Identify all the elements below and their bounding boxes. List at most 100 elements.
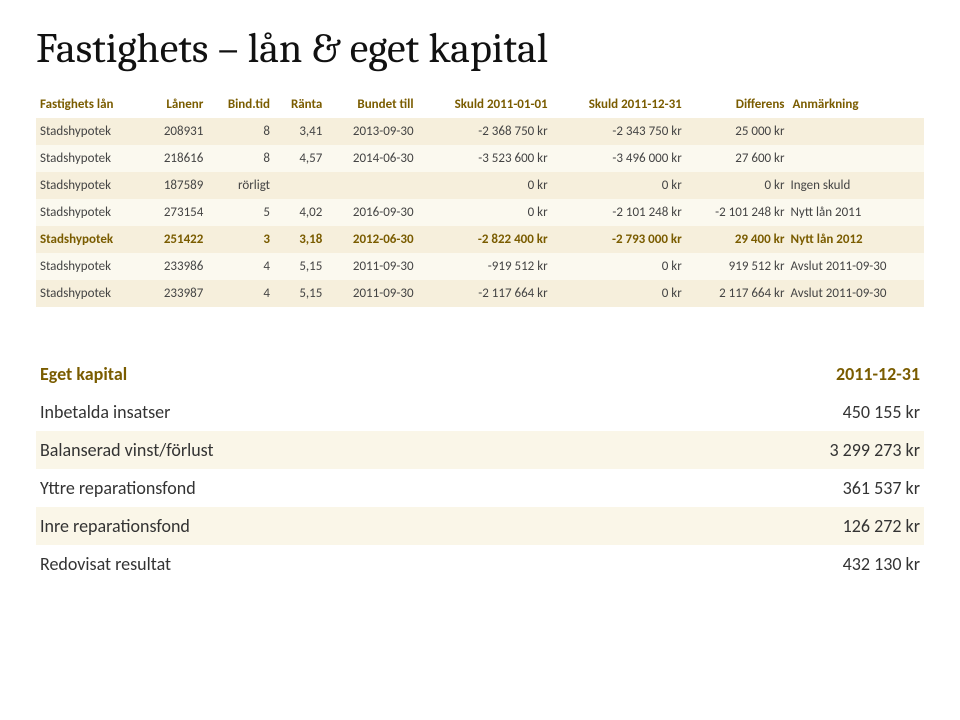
cell-diff: -2 101 248 kr: [686, 199, 789, 226]
cell-until: 2013-09-30: [326, 118, 417, 145]
col-skuld-end: Skuld 2011-12-31: [552, 91, 686, 118]
col-diff: Differens: [686, 91, 789, 118]
table-row: Stadshypotek20893183,412013-09-30-2 368 …: [36, 118, 924, 145]
cell-diff: 29 400 kr: [686, 226, 789, 253]
cell-skuld-start: -3 523 600 kr: [418, 145, 552, 172]
page-title: Fastighets – lån & eget kapital: [36, 24, 924, 73]
col-bound-until: Bundet till: [326, 91, 417, 118]
table-row: Stadshypotek187589rörligt0 kr0 kr0 krIng…: [36, 172, 924, 199]
cell-lender: Stadshypotek: [36, 172, 144, 199]
cell-skuld-end: 0 kr: [552, 280, 686, 307]
cell-rate: 4,57: [274, 145, 326, 172]
col-lender: Fastighets lån: [36, 91, 144, 118]
table-row: Stadshypotek27315454,022016-09-300 kr-2 …: [36, 199, 924, 226]
table-row: Stadshypotek23398645,152011-09-30-919 51…: [36, 253, 924, 280]
cell-loan-nr: 233987: [144, 280, 207, 307]
equity-table: Eget kapital 2011-12-31 Inbetalda insats…: [36, 355, 924, 583]
equity-label: Balanserad vinst/förlust: [36, 431, 612, 469]
cell-loan-nr: 273154: [144, 199, 207, 226]
cell-lender: Stadshypotek: [36, 253, 144, 280]
cell-loan-nr: 208931: [144, 118, 207, 145]
cell-until: 2012-06-30: [326, 226, 417, 253]
cell-skuld-start: -919 512 kr: [418, 253, 552, 280]
table-row: Stadshypotek23398745,152011-09-30-2 117 …: [36, 280, 924, 307]
col-loan-nr: Lånenr: [144, 91, 207, 118]
equity-header-row: Eget kapital 2011-12-31: [36, 355, 924, 393]
cell-lender: Stadshypotek: [36, 280, 144, 307]
cell-skuld-end: -2 343 750 kr: [552, 118, 686, 145]
equity-date: 2011-12-31: [612, 355, 924, 393]
equity-label: Inre reparationsfond: [36, 507, 612, 545]
col-skuld-start: Skuld 2011-01-01: [418, 91, 552, 118]
equity-value: 432 130 kr: [612, 545, 924, 583]
equity-row: Inbetalda insatser450 155 kr: [36, 393, 924, 431]
cell-remark: [789, 145, 925, 172]
cell-bindtid: 4: [207, 253, 274, 280]
cell-skuld-end: -2 101 248 kr: [552, 199, 686, 226]
cell-rate: 4,02: [274, 199, 326, 226]
cell-bindtid: 8: [207, 145, 274, 172]
cell-lender: Stadshypotek: [36, 199, 144, 226]
cell-until: [326, 172, 417, 199]
cell-bindtid: 8: [207, 118, 274, 145]
cell-until: 2016-09-30: [326, 199, 417, 226]
cell-lender: Stadshypotek: [36, 145, 144, 172]
cell-rate: 5,15: [274, 280, 326, 307]
equity-title: Eget kapital: [36, 355, 612, 393]
cell-rate: 5,15: [274, 253, 326, 280]
cell-diff: 27 600 kr: [686, 145, 789, 172]
cell-rate: 3,41: [274, 118, 326, 145]
cell-loan-nr: 187589: [144, 172, 207, 199]
cell-remark: Avslut 2011-09-30: [789, 253, 925, 280]
table-row: Stadshypotek21861684,572014-06-30-3 523 …: [36, 145, 924, 172]
equity-label: Redovisat resultat: [36, 545, 612, 583]
cell-skuld-end: 0 kr: [552, 172, 686, 199]
col-rate: Ränta: [274, 91, 326, 118]
cell-bindtid: 3: [207, 226, 274, 253]
cell-skuld-end: 0 kr: [552, 253, 686, 280]
cell-bindtid: rörligt: [207, 172, 274, 199]
table-row: Stadshypotek25142233,182012-06-30-2 822 …: [36, 226, 924, 253]
cell-remark: Ingen skuld: [789, 172, 925, 199]
cell-until: 2011-09-30: [326, 253, 417, 280]
cell-skuld-start: -2 822 400 kr: [418, 226, 552, 253]
col-remark: Anmärkning: [789, 91, 925, 118]
cell-bindtid: 5: [207, 199, 274, 226]
cell-rate: 3,18: [274, 226, 326, 253]
equity-value: 450 155 kr: [612, 393, 924, 431]
cell-skuld-start: 0 kr: [418, 172, 552, 199]
equity-value: 361 537 kr: [612, 469, 924, 507]
equity-label: Inbetalda insatser: [36, 393, 612, 431]
equity-row: Redovisat resultat432 130 kr: [36, 545, 924, 583]
equity-row: Yttre reparationsfond361 537 kr: [36, 469, 924, 507]
cell-remark: [789, 118, 925, 145]
equity-label: Yttre reparationsfond: [36, 469, 612, 507]
cell-skuld-start: -2 368 750 kr: [418, 118, 552, 145]
cell-skuld-start: -2 117 664 kr: [418, 280, 552, 307]
cell-loan-nr: 251422: [144, 226, 207, 253]
cell-until: 2014-06-30: [326, 145, 417, 172]
cell-lender: Stadshypotek: [36, 118, 144, 145]
cell-remark: Nytt lån 2011: [789, 199, 925, 226]
cell-remark: Nytt lån 2012: [789, 226, 925, 253]
cell-loan-nr: 218616: [144, 145, 207, 172]
loan-table: Fastighets lån Lånenr Bind.tid Ränta Bun…: [36, 91, 924, 307]
cell-until: 2011-09-30: [326, 280, 417, 307]
cell-lender: Stadshypotek: [36, 226, 144, 253]
equity-value: 126 272 kr: [612, 507, 924, 545]
cell-loan-nr: 233986: [144, 253, 207, 280]
cell-skuld-end: -3 496 000 kr: [552, 145, 686, 172]
cell-diff: 25 000 kr: [686, 118, 789, 145]
cell-skuld-start: 0 kr: [418, 199, 552, 226]
cell-skuld-end: -2 793 000 kr: [552, 226, 686, 253]
cell-rate: [274, 172, 326, 199]
cell-diff: 919 512 kr: [686, 253, 789, 280]
cell-bindtid: 4: [207, 280, 274, 307]
loan-table-header-row: Fastighets lån Lånenr Bind.tid Ränta Bun…: [36, 91, 924, 118]
cell-remark: Avslut 2011-09-30: [789, 280, 925, 307]
equity-row: Balanserad vinst/förlust3 299 273 kr: [36, 431, 924, 469]
equity-value: 3 299 273 kr: [612, 431, 924, 469]
cell-diff: 2 117 664 kr: [686, 280, 789, 307]
col-bindtid: Bind.tid: [207, 91, 274, 118]
equity-row: Inre reparationsfond126 272 kr: [36, 507, 924, 545]
